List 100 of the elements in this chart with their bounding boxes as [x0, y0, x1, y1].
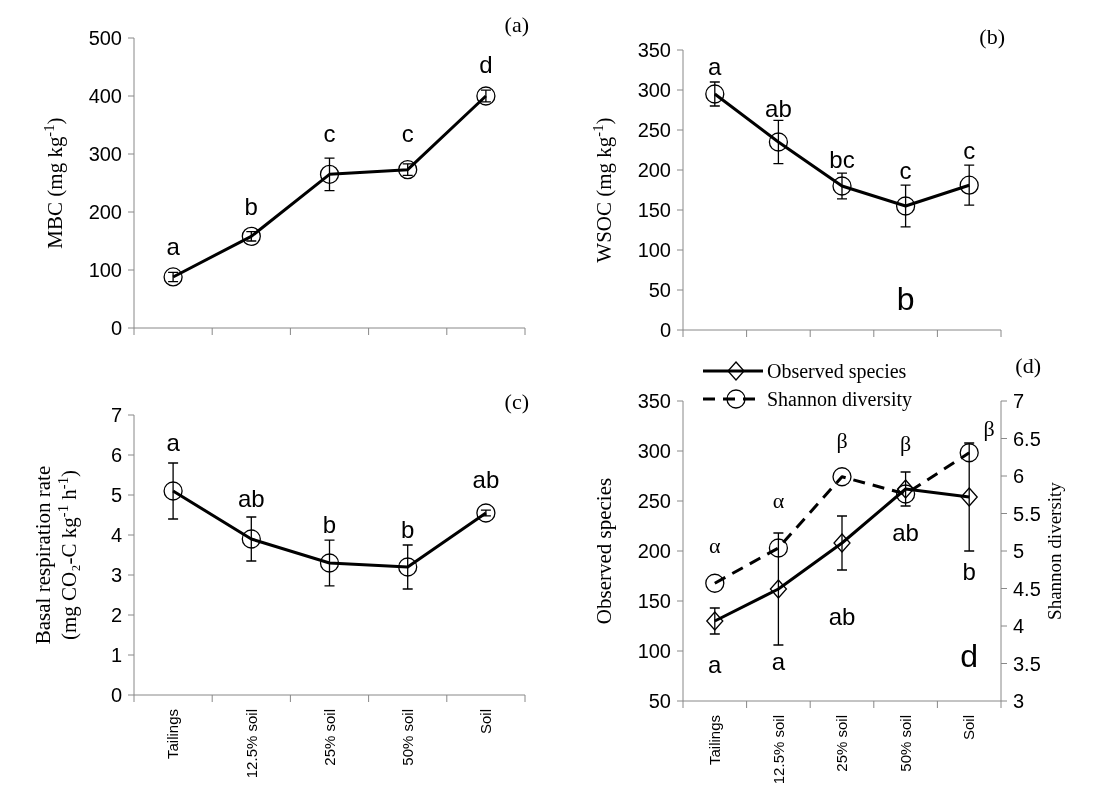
chart-title: (c) — [504, 389, 529, 414]
annotation: b — [896, 281, 915, 318]
annotation: c — [899, 156, 912, 184]
annotation: β — [900, 430, 912, 456]
y-tick-label: 200 — [637, 159, 671, 181]
chart-title: (b) — [979, 24, 1005, 49]
point — [960, 487, 978, 507]
y2-tick-label: 7 — [1013, 390, 1025, 412]
x-tick-label: Soil — [477, 709, 495, 735]
y-tick-label: 400 — [88, 85, 122, 107]
annotation: c — [401, 120, 414, 148]
annotation: b — [244, 192, 258, 220]
point — [896, 479, 915, 499]
y-tick-label: 5 — [110, 484, 122, 506]
y-tick-label: 300 — [637, 440, 671, 462]
point — [398, 557, 418, 577]
y-tick-label: 200 — [88, 201, 122, 223]
annotation: b — [962, 558, 976, 586]
y-tick-label: 150 — [637, 590, 671, 612]
annotation: a — [708, 651, 723, 679]
y-tick-label: 2 — [110, 604, 122, 626]
y-tick-label: 50 — [648, 690, 671, 712]
y-tick-label: 6 — [110, 444, 122, 466]
y-tick-label: 300 — [88, 143, 122, 165]
point — [769, 579, 788, 599]
annotation: β — [836, 427, 848, 453]
y-tick-label: 4 — [110, 524, 122, 546]
legend-label: Shannon diversity — [767, 388, 912, 411]
x-tick-label: 25% soil — [833, 715, 851, 772]
y-tick-label: 7 — [110, 404, 122, 426]
y2-tick-label: 5 — [1013, 540, 1025, 562]
y-tick-label: 0 — [110, 317, 122, 339]
point — [959, 443, 979, 463]
y-tick-label: 100 — [88, 259, 122, 281]
annotation: a — [166, 429, 181, 457]
x-tick-label: 50% soil — [896, 715, 914, 772]
y2-tick-label: 6 — [1013, 465, 1025, 487]
x-tick-label: 12.5% soil — [242, 709, 260, 779]
x-tick-label: Soil — [960, 715, 978, 741]
x-tick-label: 25% soil — [320, 709, 338, 766]
y-axis-title: Observed species — [592, 477, 616, 625]
y2-tick-label: 5.5 — [1013, 502, 1041, 525]
legend-label: Observed species — [767, 360, 907, 383]
annotation: β — [983, 415, 995, 441]
y2-tick-label: 4.5 — [1013, 577, 1041, 600]
point — [241, 226, 261, 247]
annotation: a — [708, 53, 723, 81]
point — [895, 484, 916, 504]
point — [959, 175, 979, 195]
chart-title: (a) — [504, 12, 529, 37]
y-tick-label: 300 — [637, 79, 671, 101]
y-tick-label: 0 — [659, 319, 671, 341]
annotation: c — [323, 120, 336, 148]
y-tick-label: 350 — [637, 390, 671, 412]
y2-tick-label: 4 — [1013, 615, 1025, 637]
y-tick-label: 250 — [637, 119, 671, 141]
chart-title: (d) — [1015, 353, 1041, 378]
y-tick-label: 50 — [648, 279, 671, 301]
x-tick-label: Tailings — [164, 709, 182, 760]
x-tick-label: Tailings — [706, 715, 724, 766]
annotation: d — [960, 638, 979, 675]
point — [163, 481, 183, 501]
y2-tick-label: 6.5 — [1013, 427, 1041, 450]
point — [768, 538, 789, 558]
y2-axis-title: Shannon diversity — [1044, 481, 1065, 620]
y-tick-label: 350 — [637, 39, 671, 61]
y-tick-label: 150 — [637, 199, 671, 221]
annotation: b — [401, 516, 415, 544]
annotation: bc — [829, 145, 855, 173]
annotation: ab — [472, 465, 500, 493]
point — [319, 553, 340, 573]
point — [706, 611, 724, 631]
y-tick-label: 1 — [110, 644, 122, 666]
point — [705, 573, 725, 593]
point — [768, 132, 789, 152]
y-tick-label: 500 — [88, 27, 122, 49]
annotation: b — [322, 510, 337, 538]
point — [895, 196, 916, 216]
y-tick-label: 100 — [637, 640, 671, 662]
x-tick-label: 50% soil — [398, 709, 416, 766]
y-tick-label: 0 — [110, 684, 122, 706]
annotation: ab — [892, 519, 919, 547]
annotation: α — [709, 532, 722, 558]
point — [319, 164, 340, 184]
y-tick-label: 3 — [110, 564, 122, 586]
y-tick-label: 250 — [637, 490, 671, 512]
annotation: ab — [828, 603, 856, 631]
x-tick-label: 12.5% soil — [769, 715, 787, 785]
y2-tick-label: 3 — [1013, 690, 1025, 712]
point — [241, 529, 261, 549]
y2-tick-label: 3.5 — [1013, 652, 1041, 675]
annotation: c — [963, 137, 976, 165]
point — [476, 503, 496, 523]
annotation: a — [771, 648, 786, 676]
point — [832, 467, 852, 487]
annotation: a — [166, 233, 181, 261]
annotation: d — [479, 50, 493, 78]
y-tick-label: 100 — [637, 239, 671, 261]
annotation: α — [772, 487, 785, 513]
annotation: ab — [237, 485, 265, 513]
